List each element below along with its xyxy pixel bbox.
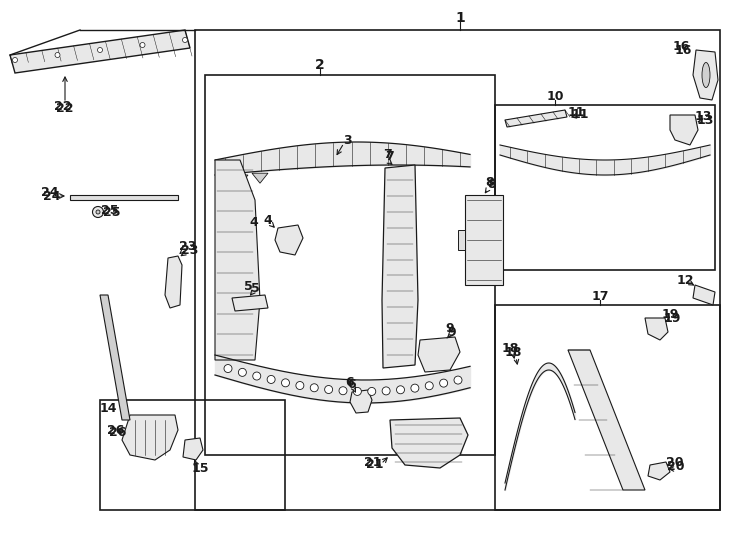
Polygon shape xyxy=(183,438,203,460)
Circle shape xyxy=(183,37,187,43)
Text: 7: 7 xyxy=(385,151,394,164)
Circle shape xyxy=(252,372,261,380)
Polygon shape xyxy=(122,415,178,460)
Polygon shape xyxy=(693,50,718,100)
Polygon shape xyxy=(232,175,248,185)
Text: 12: 12 xyxy=(676,273,694,287)
Text: 26: 26 xyxy=(107,423,125,436)
Text: 14: 14 xyxy=(99,402,117,415)
Text: 2: 2 xyxy=(315,58,325,72)
Text: 18: 18 xyxy=(501,341,519,354)
Circle shape xyxy=(96,210,100,214)
Text: 8: 8 xyxy=(486,176,494,188)
Bar xyxy=(205,75,495,455)
Text: 24: 24 xyxy=(41,186,59,199)
Polygon shape xyxy=(215,160,260,360)
Text: 9: 9 xyxy=(448,326,457,339)
Polygon shape xyxy=(232,295,268,311)
Polygon shape xyxy=(505,110,567,127)
Bar xyxy=(465,195,503,285)
Polygon shape xyxy=(350,390,372,413)
Circle shape xyxy=(282,379,289,387)
Circle shape xyxy=(368,387,376,395)
Polygon shape xyxy=(70,195,178,200)
Text: 4: 4 xyxy=(250,215,258,228)
Text: 26: 26 xyxy=(109,426,127,438)
Text: 24: 24 xyxy=(43,190,61,202)
Text: 1: 1 xyxy=(455,11,465,25)
Text: 23: 23 xyxy=(181,244,199,256)
Text: 13: 13 xyxy=(694,110,712,123)
Polygon shape xyxy=(693,285,715,305)
Polygon shape xyxy=(10,30,190,73)
Circle shape xyxy=(55,52,60,57)
Polygon shape xyxy=(275,225,303,255)
Text: 21: 21 xyxy=(364,456,382,469)
Text: 19: 19 xyxy=(661,307,679,321)
Polygon shape xyxy=(418,337,460,372)
Circle shape xyxy=(12,57,18,63)
Polygon shape xyxy=(645,318,668,340)
Circle shape xyxy=(310,384,319,392)
Text: 8: 8 xyxy=(487,179,496,192)
Polygon shape xyxy=(458,230,465,250)
Bar xyxy=(195,30,720,510)
Text: 5: 5 xyxy=(244,280,252,294)
Ellipse shape xyxy=(702,63,710,87)
Bar xyxy=(495,305,720,510)
Circle shape xyxy=(353,387,361,395)
Text: 25: 25 xyxy=(101,204,119,217)
Circle shape xyxy=(98,48,103,52)
Text: 19: 19 xyxy=(664,312,680,325)
Text: 22: 22 xyxy=(54,100,72,113)
Text: 11: 11 xyxy=(567,105,585,118)
Text: 3: 3 xyxy=(344,133,352,146)
Circle shape xyxy=(92,206,103,218)
Text: 20: 20 xyxy=(667,461,685,474)
Text: 22: 22 xyxy=(57,102,73,114)
Circle shape xyxy=(339,387,347,395)
Polygon shape xyxy=(382,165,418,368)
Text: 6: 6 xyxy=(348,379,356,392)
Text: 16: 16 xyxy=(675,44,691,57)
Text: 25: 25 xyxy=(103,206,121,219)
Text: 10: 10 xyxy=(546,90,564,103)
Text: 6: 6 xyxy=(346,375,355,388)
Circle shape xyxy=(296,382,304,389)
Text: 4: 4 xyxy=(264,213,272,226)
Circle shape xyxy=(324,386,333,394)
Text: 9: 9 xyxy=(446,321,454,334)
Text: 7: 7 xyxy=(384,148,393,161)
Text: 20: 20 xyxy=(666,456,684,469)
Circle shape xyxy=(425,382,433,390)
Circle shape xyxy=(411,384,419,392)
Polygon shape xyxy=(100,295,130,420)
Polygon shape xyxy=(165,256,182,308)
Text: 21: 21 xyxy=(366,458,384,471)
Text: 17: 17 xyxy=(592,289,608,302)
Circle shape xyxy=(440,379,448,387)
Circle shape xyxy=(382,387,390,395)
Polygon shape xyxy=(670,115,698,145)
Polygon shape xyxy=(568,350,645,490)
Polygon shape xyxy=(252,173,268,183)
Text: 23: 23 xyxy=(179,240,197,253)
Polygon shape xyxy=(648,462,670,480)
Circle shape xyxy=(224,364,232,373)
Text: 11: 11 xyxy=(571,109,589,122)
Circle shape xyxy=(267,375,275,383)
Text: 5: 5 xyxy=(250,281,259,294)
Bar xyxy=(495,105,715,270)
Circle shape xyxy=(239,368,247,376)
Circle shape xyxy=(140,43,145,48)
Text: 15: 15 xyxy=(192,462,208,475)
Text: 13: 13 xyxy=(697,113,713,126)
Circle shape xyxy=(454,376,462,384)
Bar xyxy=(100,400,285,510)
Text: 18: 18 xyxy=(504,347,522,360)
Polygon shape xyxy=(390,418,468,468)
Circle shape xyxy=(396,386,404,394)
Text: 16: 16 xyxy=(672,40,690,53)
